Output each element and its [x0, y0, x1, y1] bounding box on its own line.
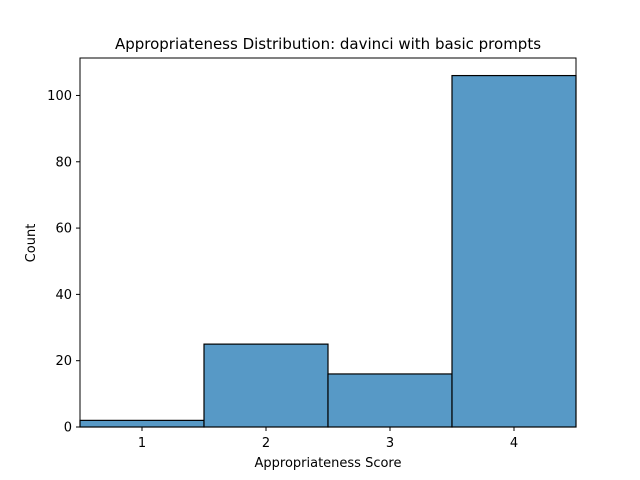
bars-layer: [79, 74, 577, 428]
y-tick-label: 100: [47, 89, 72, 104]
bar-score-4: [451, 74, 577, 428]
bar-score-1: [79, 419, 205, 428]
y-tick-label: 80: [55, 155, 72, 170]
bar-score-3: [327, 373, 453, 428]
x-tick-label: 3: [386, 436, 394, 451]
x-tick-label: 2: [262, 436, 270, 451]
x-axis-label: Appropriateness Score: [254, 456, 401, 471]
plot-frame: [79, 57, 577, 428]
x-tick-label: 4: [510, 436, 518, 451]
x-tick-label: 1: [138, 436, 146, 451]
bar-score-2: [203, 343, 329, 428]
y-tick-label: 60: [55, 222, 72, 237]
y-tick-label: 0: [64, 421, 72, 436]
axes-layer: [79, 57, 577, 428]
y-tick-label: 20: [55, 354, 72, 369]
y-axis-label: Count: [24, 224, 39, 263]
y-tick-label: 40: [55, 288, 72, 303]
chart-title: Appropriateness Distribution: davinci wi…: [115, 35, 541, 53]
